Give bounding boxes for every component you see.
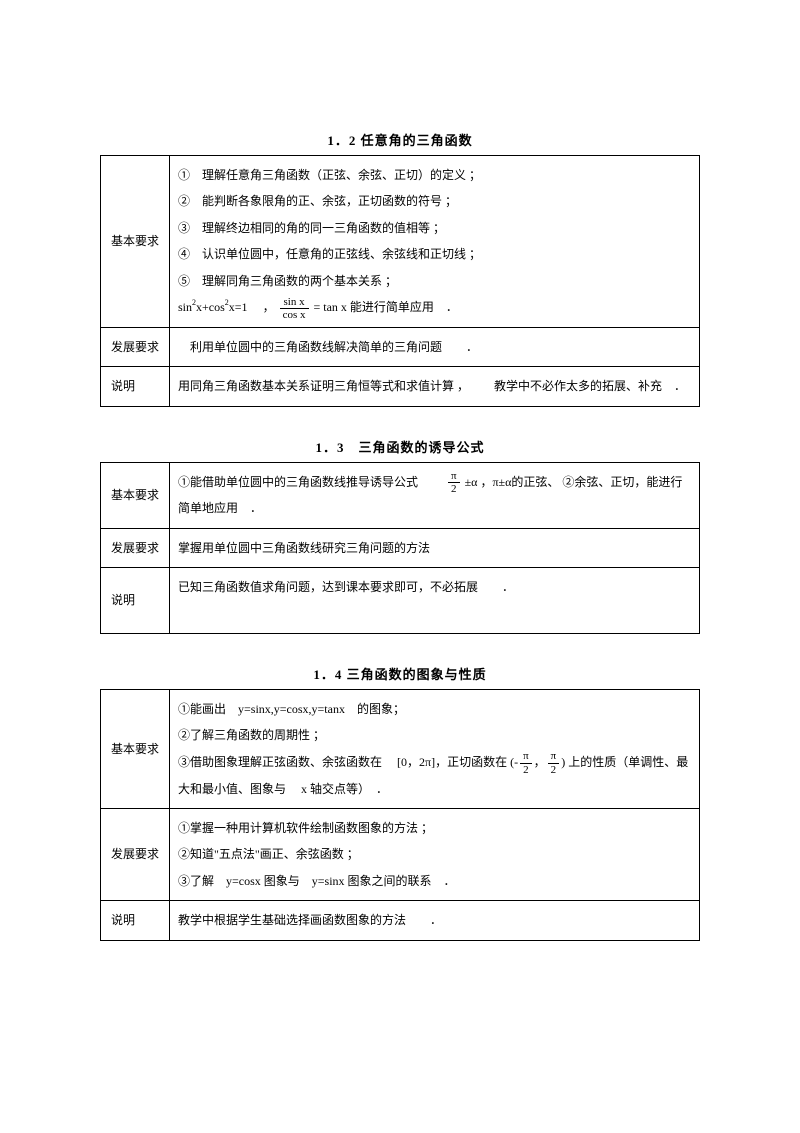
item-3: ③了解 y=cosx 图象与 y=sinx 图象之间的联系 ． <box>178 868 691 894</box>
note-content: 已知三角函数值求角问题，达到课本要求即可，不必拓展 ． <box>170 568 700 634</box>
dev-label: 发展要求 <box>101 528 170 567</box>
fraction-icon: sin x cos x <box>280 296 309 321</box>
basic-label: 基本要求 <box>101 462 170 528</box>
table-row: 说明 教学中根据学生基础选择画函数图象的方法 ． <box>101 901 700 940</box>
note-label: 说明 <box>101 568 170 634</box>
document-page: 1．2 任意角的三角函数 基本要求 ① 理解任意角三角函数（正弦、余弦、正切）的… <box>100 0 700 941</box>
item-2: ② 能判断各象限角的正、余弦，正切函数的符号 ； <box>178 188 691 214</box>
note-label: 说明 <box>101 367 170 406</box>
table-row: 说明 已知三角函数值求角问题，达到课本要求即可，不必拓展 ． <box>101 568 700 634</box>
table-row: 发展要求 掌握用单位圆中三角函数线研究三角问题的方法 <box>101 528 700 567</box>
table-row: 发展要求 利用单位圆中的三角函数线解决简单的三角问题 ． <box>101 327 700 366</box>
table-row: 说明 用同角三角函数基本关系证明三角恒等式和求值计算 ，教学中不必作太多的拓展、… <box>101 367 700 406</box>
table-1-4: 基本要求 ①能画出 y=sinx,y=cosx,y=tanx 的图象； ②了解三… <box>100 689 700 941</box>
section-title-1-3: 1．3 三角函数的诱导公式 <box>100 437 700 456</box>
fraction-icon: π 2 <box>448 470 460 495</box>
table-row: 基本要求 ①能借助单位圆中的三角函数线推导诱导公式 π 2 ±α ，π±α的正弦… <box>101 462 700 528</box>
fraction-icon: π2 <box>520 750 532 775</box>
item-1: ①能画出 y=sinx,y=cosx,y=tanx 的图象； <box>178 696 691 722</box>
table-1-3: 基本要求 ①能借助单位圆中的三角函数线推导诱导公式 π 2 ±α ，π±α的正弦… <box>100 462 700 634</box>
dev-content: 掌握用单位圆中三角函数线研究三角问题的方法 <box>170 528 700 567</box>
formula-line: sin2x+cos2x=1 ， sin x cos x = tan x 能进行简… <box>178 294 691 321</box>
note-content: 教学中根据学生基础选择画函数图象的方法 ． <box>170 901 700 940</box>
item-3: ③借助图象理解正弦函数、余弦函数在 [0，2π]，正切函数在 (-π2，π2) … <box>178 749 691 802</box>
item-4: ④ 认识单位圆中，任意角的正弦线、余弦线和正切线 ； <box>178 241 691 267</box>
section-title-1-4: 1．4 三角函数的图象与性质 <box>100 664 700 683</box>
item-1: ①掌握一种用计算机软件绘制函数图象的方法 ； <box>178 815 691 841</box>
table-row: 发展要求 ①掌握一种用计算机软件绘制函数图象的方法 ； ②知道"五点法"画正、余… <box>101 809 700 901</box>
item-2: ②知道"五点法"画正、余弦函数 ； <box>178 841 691 867</box>
item-5: ⑤ 理解同角三角函数的两个基本关系 ； <box>178 268 691 294</box>
note-content: 用同角三角函数基本关系证明三角恒等式和求值计算 ，教学中不必作太多的拓展、补充 … <box>170 367 700 406</box>
fraction-icon: π2 <box>548 750 560 775</box>
item-1: ① 理解任意角三角函数（正弦、余弦、正切）的定义 ； <box>178 162 691 188</box>
dev-label: 发展要求 <box>101 809 170 901</box>
basic-content: ① 理解任意角三角函数（正弦、余弦、正切）的定义 ； ② 能判断各象限角的正、余… <box>170 156 700 328</box>
table-row: 基本要求 ① 理解任意角三角函数（正弦、余弦、正切）的定义 ； ② 能判断各象限… <box>101 156 700 328</box>
dev-label: 发展要求 <box>101 327 170 366</box>
table-1-2: 基本要求 ① 理解任意角三角函数（正弦、余弦、正切）的定义 ； ② 能判断各象限… <box>100 155 700 407</box>
basic-content: ①能画出 y=sinx,y=cosx,y=tanx 的图象； ②了解三角函数的周… <box>170 689 700 808</box>
note-label: 说明 <box>101 901 170 940</box>
item-3: ③ 理解终边相同的角的同一三角函数的值相等 ； <box>178 215 691 241</box>
basic-content: ①能借助单位圆中的三角函数线推导诱导公式 π 2 ±α ，π±α的正弦、 ②余弦… <box>170 462 700 528</box>
basic-label: 基本要求 <box>101 156 170 328</box>
table-row: 基本要求 ①能画出 y=sinx,y=cosx,y=tanx 的图象； ②了解三… <box>101 689 700 808</box>
item-2: ②了解三角函数的周期性 ； <box>178 722 691 748</box>
dev-content: 利用单位圆中的三角函数线解决简单的三角问题 ． <box>170 327 700 366</box>
dev-content: ①掌握一种用计算机软件绘制函数图象的方法 ； ②知道"五点法"画正、余弦函数 ；… <box>170 809 700 901</box>
section-title-1-2: 1．2 任意角的三角函数 <box>100 130 700 149</box>
basic-label: 基本要求 <box>101 689 170 808</box>
